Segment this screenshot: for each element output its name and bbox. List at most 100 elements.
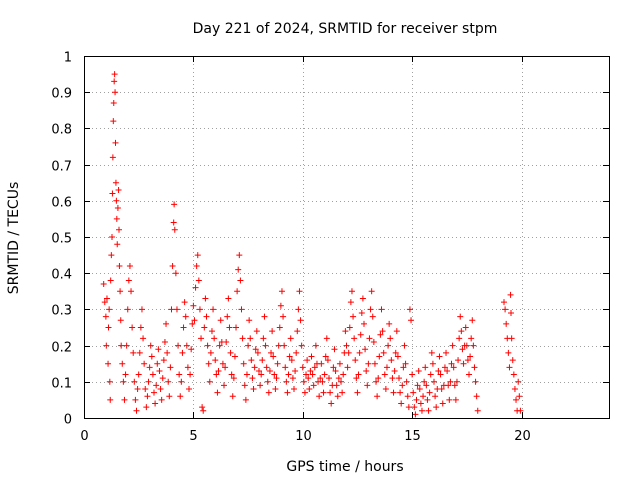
data-point [515, 378, 522, 385]
data-point [300, 378, 307, 385]
data-point [346, 324, 353, 331]
data-point [392, 349, 399, 356]
data-point [380, 349, 387, 356]
chart-title: Day 221 of 2024, SRMTID for receiver stp… [193, 21, 498, 37]
data-point [182, 313, 189, 320]
data-point [239, 335, 246, 342]
y-tick-label: 0.1 [51, 377, 72, 392]
data-point [164, 349, 171, 356]
data-point [508, 335, 515, 342]
data-point [359, 295, 366, 302]
plot-frame [84, 56, 610, 419]
data-point [416, 386, 423, 393]
x-tick-label: 15 [404, 429, 421, 444]
data-point [306, 386, 313, 393]
data-point [377, 331, 384, 338]
data-point [338, 378, 345, 385]
data-point [503, 320, 510, 327]
data-point [293, 349, 300, 356]
data-point [303, 371, 310, 378]
data-point [117, 288, 124, 295]
data-point [345, 349, 352, 356]
data-point [190, 302, 197, 309]
data-point [148, 353, 155, 360]
data-point [265, 389, 272, 396]
data-point [450, 364, 457, 371]
data-point [415, 367, 422, 374]
data-point [324, 357, 331, 364]
data-point [284, 389, 291, 396]
data-point [180, 324, 187, 331]
data-point [160, 357, 167, 364]
data-point [135, 371, 142, 378]
data-point [456, 335, 463, 342]
data-point [508, 310, 514, 317]
data-point [222, 364, 229, 371]
data-point [152, 400, 159, 407]
data-point [330, 364, 337, 371]
data-point [285, 371, 292, 378]
data-point [389, 375, 396, 382]
data-point [427, 371, 434, 378]
data-point [237, 277, 244, 284]
data-point [382, 386, 389, 393]
data-point [116, 262, 123, 269]
data-point [312, 342, 319, 349]
data-point [187, 371, 194, 378]
data-point [266, 367, 273, 374]
data-point [188, 346, 195, 353]
data-point [309, 371, 316, 378]
data-point [103, 295, 110, 302]
data-point [213, 371, 220, 378]
data-point [433, 404, 440, 411]
data-point [355, 371, 362, 378]
data-point [443, 349, 450, 356]
data-point [192, 284, 199, 291]
data-point [176, 371, 183, 378]
data-point [205, 360, 212, 367]
data-point [225, 295, 232, 302]
data-point [229, 393, 236, 400]
data-point [340, 371, 347, 378]
data-point [516, 393, 523, 400]
data-point [131, 378, 138, 385]
data-point [109, 154, 116, 161]
data-point [242, 396, 249, 403]
data-point [370, 338, 377, 345]
data-point [258, 371, 265, 378]
data-point [278, 288, 285, 295]
data-point [198, 335, 205, 342]
data-point [270, 353, 277, 360]
data-point [399, 382, 406, 389]
data-point [469, 317, 476, 324]
x-tick-label: 5 [189, 429, 197, 444]
data-point [141, 360, 148, 367]
data-point [215, 367, 222, 374]
data-point [219, 360, 226, 367]
data-point [115, 186, 122, 193]
data-point [101, 299, 108, 306]
data-point [390, 389, 397, 396]
data-point [381, 371, 388, 378]
data-point [151, 389, 157, 396]
data-point [417, 400, 424, 407]
data-point [249, 375, 256, 382]
data-point [275, 342, 282, 349]
data-point [393, 328, 400, 335]
x-axis-label: GPS time / hours [286, 459, 403, 475]
data-point [157, 386, 164, 393]
data-point [234, 288, 241, 295]
data-point [468, 335, 475, 342]
data-point [409, 371, 416, 378]
data-point [322, 353, 329, 360]
data-point [466, 371, 472, 378]
data-point [256, 367, 262, 374]
data-point [171, 201, 178, 208]
data-point [103, 342, 110, 349]
data-point [243, 371, 250, 378]
data-point [230, 375, 237, 382]
data-point [138, 306, 145, 313]
data-point [464, 357, 471, 364]
data-point [271, 371, 278, 378]
data-point [363, 367, 370, 374]
